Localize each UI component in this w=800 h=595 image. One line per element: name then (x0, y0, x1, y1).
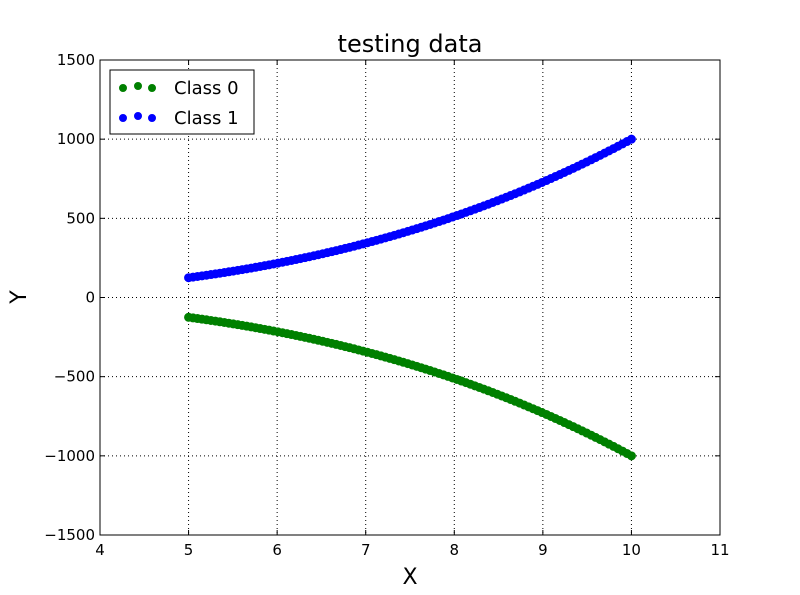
legend-marker (134, 112, 142, 120)
legend-label: Class 1 (174, 108, 239, 129)
y-tick-label: −1500 (44, 526, 95, 544)
x-tick-label: 8 (450, 541, 460, 559)
data-point (626, 451, 636, 461)
data-point (626, 134, 636, 144)
legend-marker (134, 82, 142, 90)
x-tick-label: 6 (272, 541, 282, 559)
series-1-points (184, 134, 636, 283)
x-tick-label: 11 (710, 541, 729, 559)
legend-marker (148, 84, 156, 92)
y-tick-label: 0 (85, 289, 95, 307)
legend-marker (119, 84, 127, 92)
axis-ticks: 4 5 6 7 8 9 10 11 −1500 −1000 −500 0 500 1000 1500 (44, 51, 729, 559)
series-0-points (184, 312, 636, 461)
y-axis-label: Y (7, 290, 32, 305)
x-tick-label: 5 (184, 541, 194, 559)
y-tick-label: −1000 (44, 447, 95, 465)
y-tick-label: 1500 (57, 51, 95, 69)
legend-box (109, 69, 255, 135)
legend: Class 0 Class 1 (109, 69, 255, 135)
x-tick-label: 9 (538, 541, 548, 559)
data-points (184, 134, 636, 461)
grid-lines (100, 60, 720, 535)
chart-title: testing data (338, 30, 483, 58)
legend-marker (119, 114, 127, 122)
x-axis-label: X (402, 565, 417, 590)
y-tick-label: 1000 (57, 130, 95, 148)
y-tick-label: 500 (66, 209, 95, 227)
y-tick-label: −500 (54, 368, 95, 386)
legend-marker (148, 114, 156, 122)
x-tick-label: 4 (95, 541, 105, 559)
x-tick-label: 10 (622, 541, 641, 559)
x-tick-label: 7 (361, 541, 371, 559)
legend-label: Class 0 (174, 78, 239, 99)
